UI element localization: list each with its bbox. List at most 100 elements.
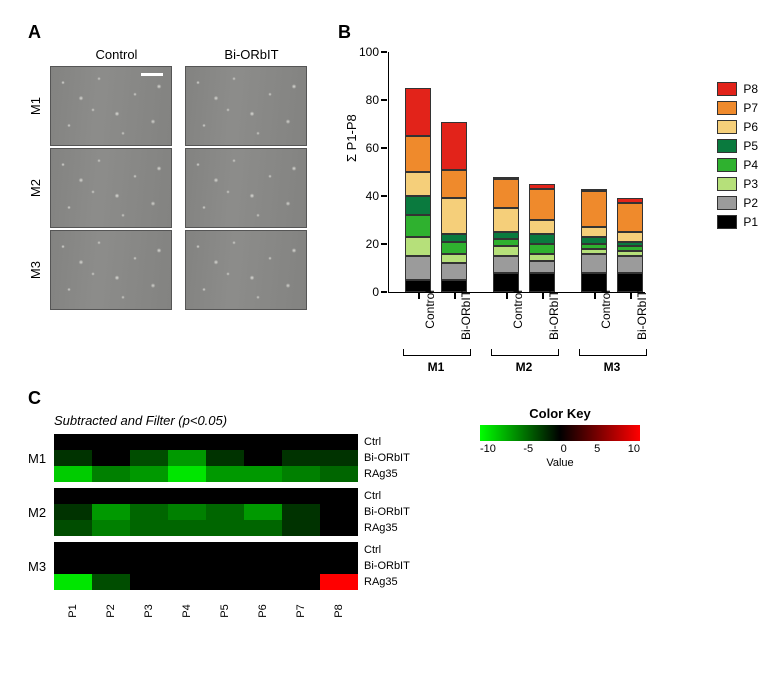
legend-row: P6 [717, 120, 758, 134]
legend-swatch [717, 139, 737, 153]
heatmap-cell [206, 504, 244, 520]
color-key-title: Color Key [470, 406, 650, 421]
y-tick-label: 100 [355, 45, 379, 59]
legend-swatch [717, 177, 737, 191]
heatmap-cell [282, 558, 320, 574]
heatmap-cell [54, 488, 92, 504]
heatmap-cell [206, 434, 244, 450]
legend-row: P2 [717, 196, 758, 210]
legend-swatch [717, 158, 737, 172]
segment-P4 [493, 239, 519, 246]
segment-P6 [493, 208, 519, 232]
heatmap-cell [54, 504, 92, 520]
color-key-axis-label: Value [470, 457, 650, 469]
heatmap-cell [168, 450, 206, 466]
segment-P6 [405, 172, 431, 196]
heatmap-cell [92, 450, 130, 466]
segment-P3 [405, 237, 431, 256]
heatmap-cell [320, 558, 358, 574]
heatmap-row-label: Bi-ORbIT [364, 504, 410, 520]
segment-P2 [441, 263, 467, 280]
color-key-ticks: -10 -5 0 5 10 [480, 443, 640, 455]
heatmap-cell [282, 450, 320, 466]
heatmap-cell [320, 574, 358, 590]
heatmap-cell [92, 488, 130, 504]
micro-m1-control [50, 66, 172, 146]
heatmap-cell [54, 520, 92, 536]
heatmap-block-label: M1 [28, 451, 54, 466]
segment-P5 [529, 234, 555, 244]
heatmap-cell [130, 450, 168, 466]
y-tick-label: 20 [355, 237, 379, 251]
y-tick-label: 60 [355, 141, 379, 155]
heatmap-cell [168, 488, 206, 504]
heatmap-cell [168, 434, 206, 450]
heatmap-cell [282, 434, 320, 450]
heatmap-cell [320, 520, 358, 536]
heatmap-cell [168, 520, 206, 536]
heatmap-row-labels: CtrlBi-ORbITRAg35 [364, 488, 410, 536]
heatmap-block-label: M3 [28, 559, 54, 574]
heatmap-cell [54, 558, 92, 574]
legend-row: P3 [717, 177, 758, 191]
legend-label: P1 [743, 215, 758, 229]
ck-tick: 10 [628, 443, 640, 455]
legend-label: P4 [743, 158, 758, 172]
heatmap-x-label: P6 [248, 592, 278, 630]
legend-label: P2 [743, 196, 758, 210]
micro-m3-control [50, 230, 172, 310]
heatmap-cell [92, 434, 130, 450]
panel-b-label: B [338, 22, 758, 43]
heatmap-cell [244, 542, 282, 558]
stacked-bar-chart: 020406080100ControlBi-ORbITControlBi-ORb… [388, 52, 645, 293]
heatmap-cell [130, 574, 168, 590]
heatmap-row-label: Ctrl [364, 542, 410, 558]
segment-P6 [581, 227, 607, 237]
heatmap-row-label: RAg35 [364, 466, 410, 482]
heatmap-cell [130, 488, 168, 504]
heatmap-block-label: M2 [28, 505, 54, 520]
segment-P3 [441, 254, 467, 264]
heatmap-cell [244, 466, 282, 482]
legend-swatch [717, 101, 737, 115]
micro-m3-biorbit [185, 230, 307, 310]
heatmap-cell [320, 504, 358, 520]
x-tick-label: Bi-ORbIT [547, 290, 561, 340]
heatmap-cell [92, 574, 130, 590]
heatmap-cell [168, 466, 206, 482]
bar [581, 189, 607, 292]
heatmap-row-label: Bi-ORbIT [364, 450, 410, 466]
heatmap-block: M2 CtrlBi-ORbITRAg35 [28, 488, 748, 536]
legend-label: P3 [743, 177, 758, 191]
segment-P2 [493, 256, 519, 273]
heatmap-cell [282, 542, 320, 558]
rowlabel-m2: M2 [28, 179, 48, 197]
heatmap-cell [244, 574, 282, 590]
heatmap-cell [206, 450, 244, 466]
rowlabel-m3: M3 [28, 261, 48, 279]
heatmap-x-label: P4 [172, 592, 202, 630]
heatmap-cell [206, 542, 244, 558]
series-legend: P8 P7 P6 P5 P4 P3 P2 P1 [717, 82, 758, 234]
heatmap-grid [54, 542, 358, 590]
legend-swatch [717, 196, 737, 210]
legend-row: P5 [717, 139, 758, 153]
legend-label: P7 [743, 101, 758, 115]
heatmap-x-label: P5 [210, 592, 240, 630]
colhead-biorbit: Bi-ORbIT [185, 47, 318, 64]
segment-P6 [617, 232, 643, 242]
heatmap-cell [206, 466, 244, 482]
heatmap-cell [320, 466, 358, 482]
legend-row: P8 [717, 82, 758, 96]
bar [493, 177, 519, 292]
heatmap-x-label: P7 [286, 592, 316, 630]
heatmap-row-labels: CtrlBi-ORbITRAg35 [364, 542, 410, 590]
micro-m2-control [50, 148, 172, 228]
heatmap-row-label: RAg35 [364, 574, 410, 590]
heatmap-cell [282, 574, 320, 590]
segment-P5 [441, 234, 467, 241]
bar [529, 184, 555, 292]
ck-tick: 5 [594, 443, 600, 455]
rowlabel-m1: M1 [28, 97, 48, 115]
heatmap-cell [244, 504, 282, 520]
